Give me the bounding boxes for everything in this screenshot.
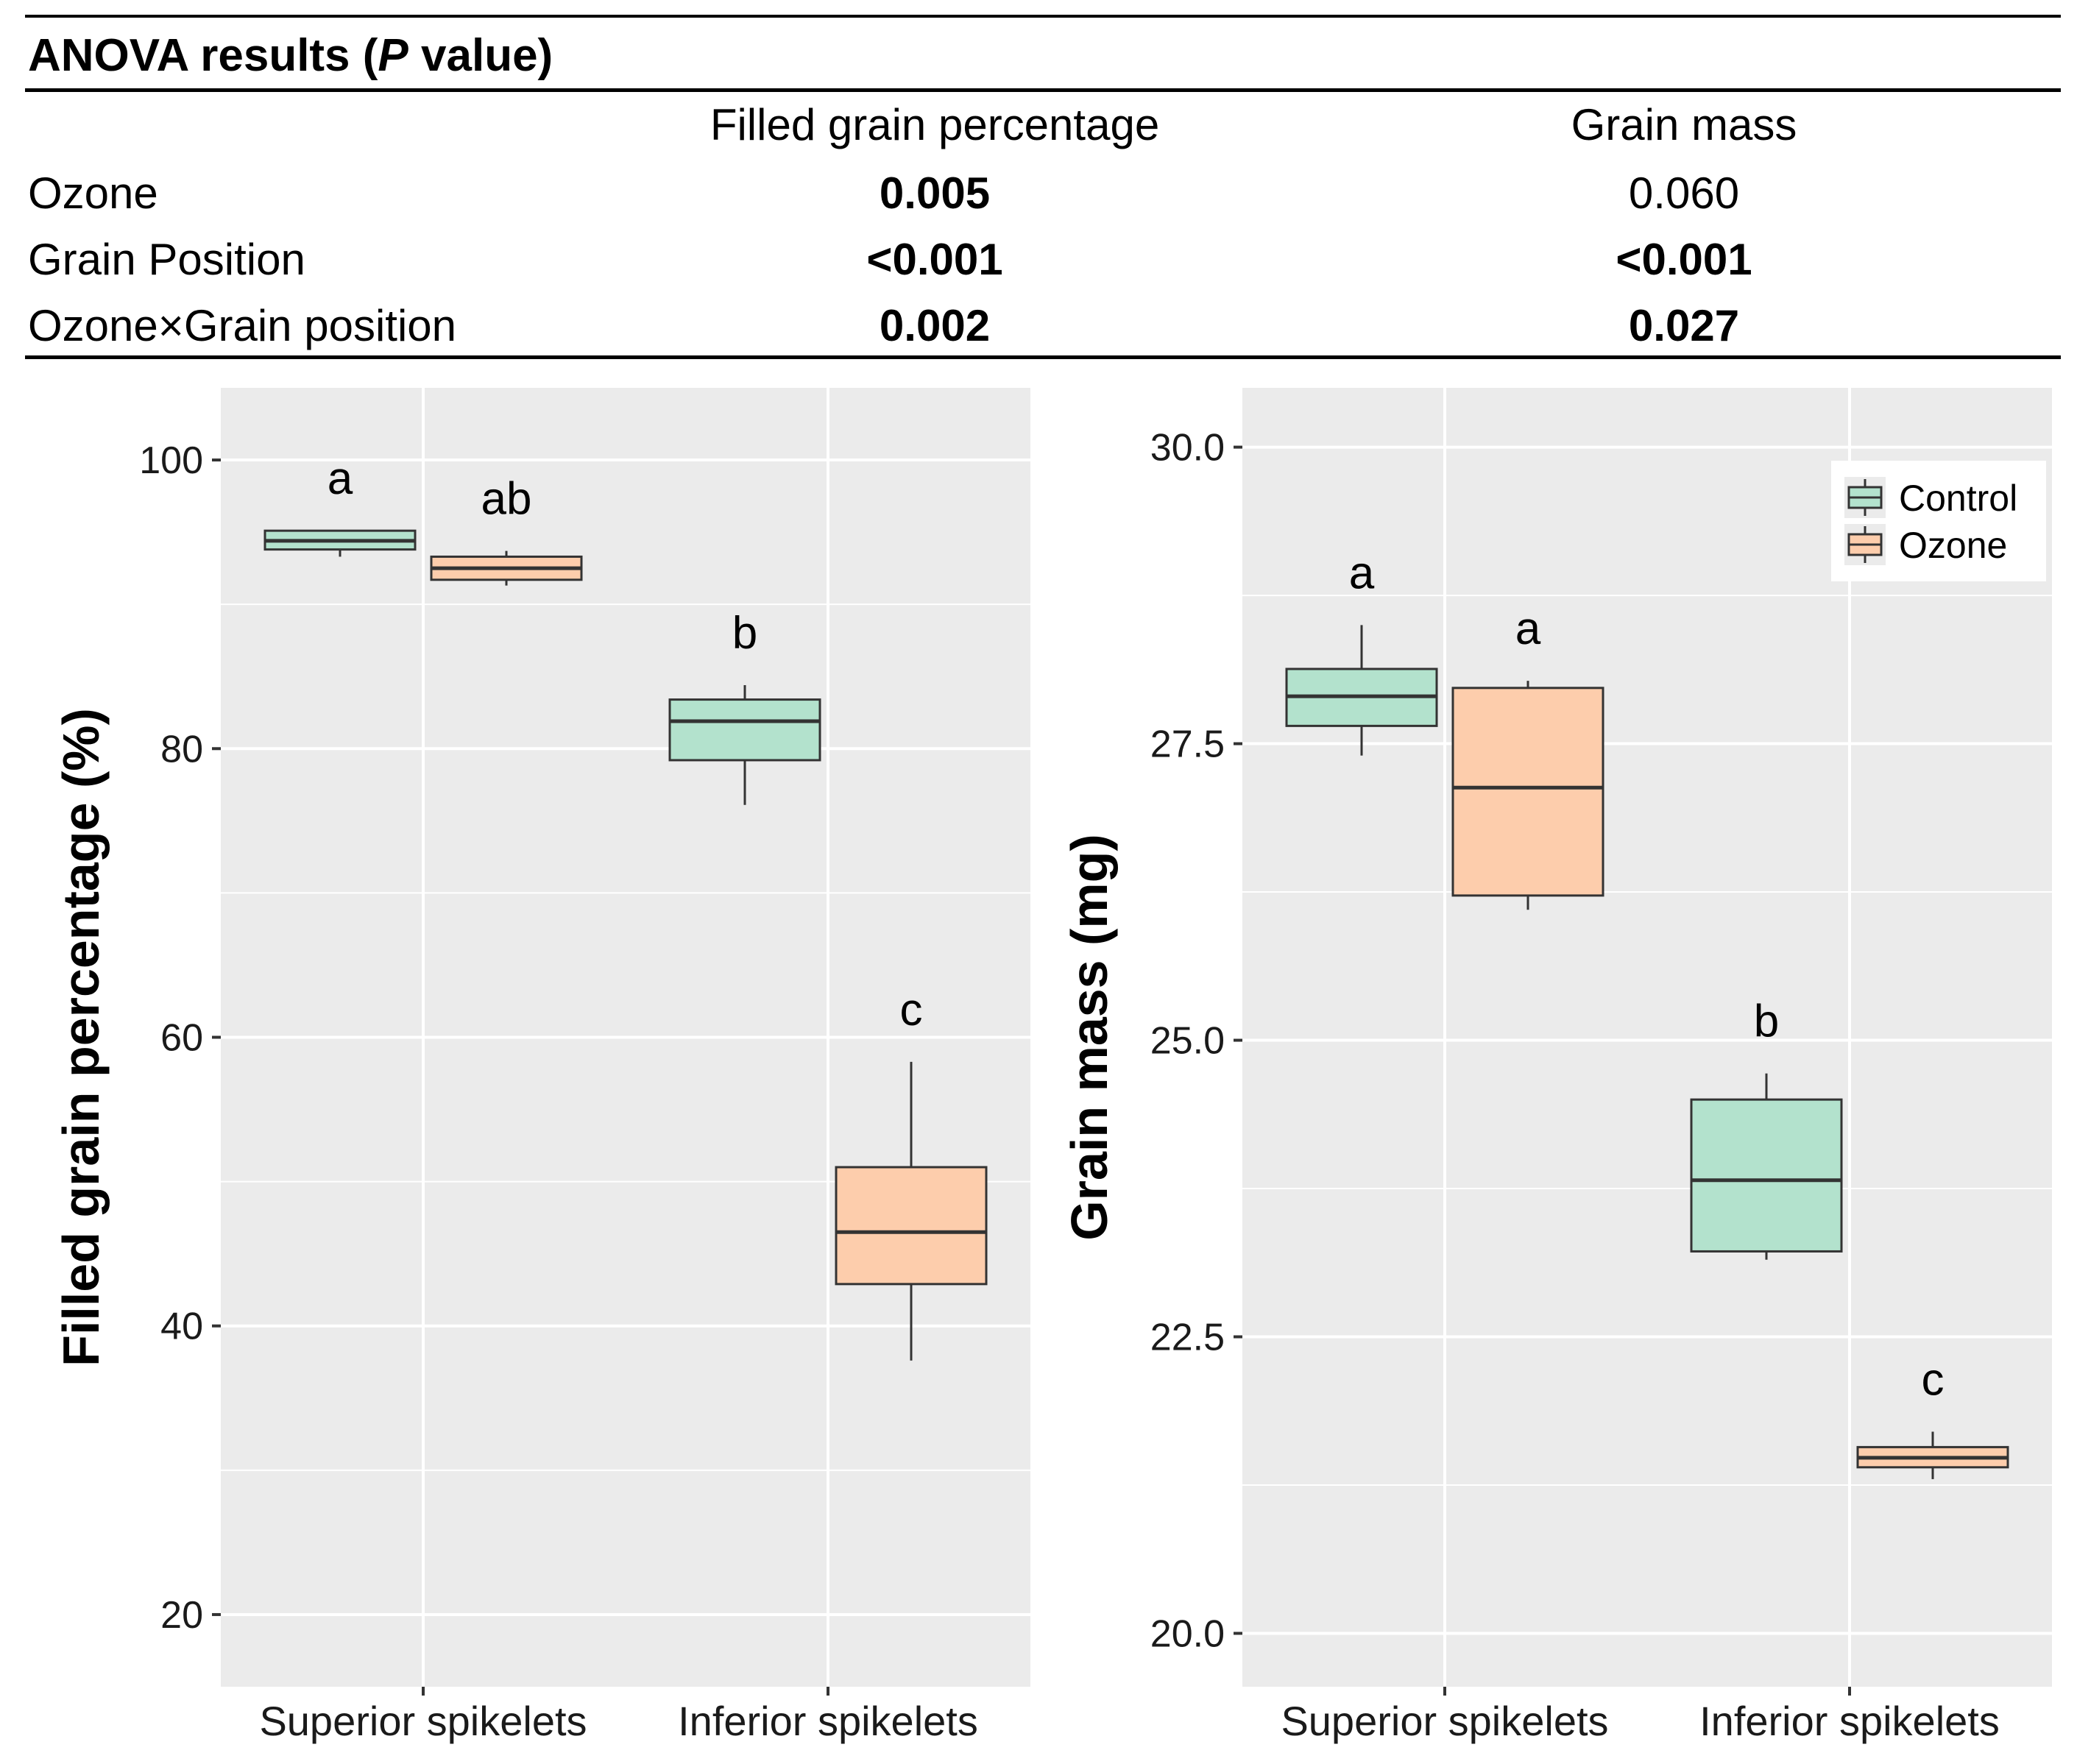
cell-ozone-filled: 0.005: [879, 169, 991, 218]
y-axis-title-mass: Grain mass (mg): [1061, 834, 1118, 1240]
table-top-rule: [25, 15, 2061, 18]
cell-interaction-filled: 0.002: [879, 301, 991, 350]
significance-letter: b: [1754, 996, 1779, 1047]
panel-mass: 20.0 22.5 25.0 27.5 30.0 Superior spikelets In…: [1061, 388, 2052, 1744]
legend-mass: Control Ozone: [1831, 461, 2046, 581]
anova-title-suffix: value): [408, 30, 553, 81]
y-tick-label-filled-1: 40: [160, 1306, 203, 1348]
legend-key-ozone: [1844, 524, 1886, 565]
col-grain-mass: Grain mass: [1571, 100, 1797, 149]
y-axis-title-filled: Filled grain percentage (%): [52, 708, 110, 1367]
box-mass-ozone-0: a: [1451, 603, 1604, 910]
y-tick-label-mass-2: 25.0: [1150, 1020, 1225, 1063]
y-tick-label-mass-4: 30.0: [1150, 427, 1225, 470]
table-header-rule: [25, 88, 2061, 92]
y-tick-label-mass-3: 27.5: [1150, 723, 1225, 766]
x-tick-label-filled-1: Inferior spikelets: [678, 1698, 978, 1744]
anova-table: ANOVA results (P value) Filled grain per…: [0, 0, 2077, 368]
table-bottom-rule: [25, 355, 2061, 359]
panel-background-mass: [1242, 388, 2052, 1687]
y-tick-label-mass-0: 20.0: [1150, 1612, 1225, 1655]
cell-position-filled: <0.001: [866, 235, 1003, 284]
x-tick-label-filled-0: Superior spikelets: [259, 1698, 587, 1744]
box-mass-control-0: a: [1285, 548, 1438, 756]
significance-letter: a: [328, 453, 353, 504]
box-mass-ozone-1: c: [1856, 1354, 2009, 1479]
significance-letter: c: [1922, 1354, 1945, 1405]
cell-interaction-mass: 0.027: [1628, 301, 1740, 350]
significance-letter: c: [900, 985, 923, 1035]
legend-key-control: [1844, 477, 1886, 518]
row-label-ozone: Ozone: [28, 169, 158, 218]
cell-ozone-mass: 0.060: [1628, 169, 1740, 218]
significance-letter: a: [1515, 603, 1541, 654]
x-tick-label-mass-0: Superior spikelets: [1281, 1698, 1608, 1744]
row-label-grain-position: Grain Position: [28, 235, 305, 284]
box-iqr: [1451, 687, 1604, 897]
legend-label-control: Control: [1899, 478, 2017, 519]
box-iqr: [668, 698, 821, 762]
x-tick-label-mass-1: Inferior spikelets: [1699, 1698, 2000, 1744]
row-label-interaction: Ozone×Grain position: [28, 301, 457, 350]
box-filled-ozone-0: ab: [430, 474, 583, 586]
anova-title-prefix: ANOVA results (: [28, 30, 378, 81]
box-filled-control-0: a: [263, 453, 417, 557]
box-iqr: [1690, 1098, 1843, 1253]
y-tick-label-filled-0: 20: [160, 1594, 203, 1637]
anova-title: ANOVA results (P value): [28, 29, 553, 82]
y-tick-label-filled-2: 60: [160, 1017, 203, 1060]
cell-position-mass: <0.001: [1616, 235, 1752, 284]
significance-letter: ab: [481, 474, 532, 525]
y-tick-label-filled-4: 100: [139, 439, 203, 482]
panel-filled: 20 40 60 80 100 Superior spikelets Inferior sp…: [52, 388, 1030, 1744]
y-tick-label-filled-3: 80: [160, 728, 203, 771]
significance-letter: b: [732, 608, 757, 659]
col-filled-grain: Filled grain percentage: [710, 100, 1160, 149]
legend-label-ozone: Ozone: [1899, 525, 2007, 566]
box-iqr: [835, 1166, 988, 1286]
anova-title-italic: P: [378, 30, 408, 81]
significance-letter: a: [1349, 548, 1375, 598]
box-filled-ozone-1: c: [835, 985, 988, 1361]
box-filled-control-1: b: [668, 608, 821, 805]
box-mass-control-1: b: [1690, 996, 1843, 1260]
y-tick-label-mass-1: 22.5: [1150, 1316, 1225, 1359]
